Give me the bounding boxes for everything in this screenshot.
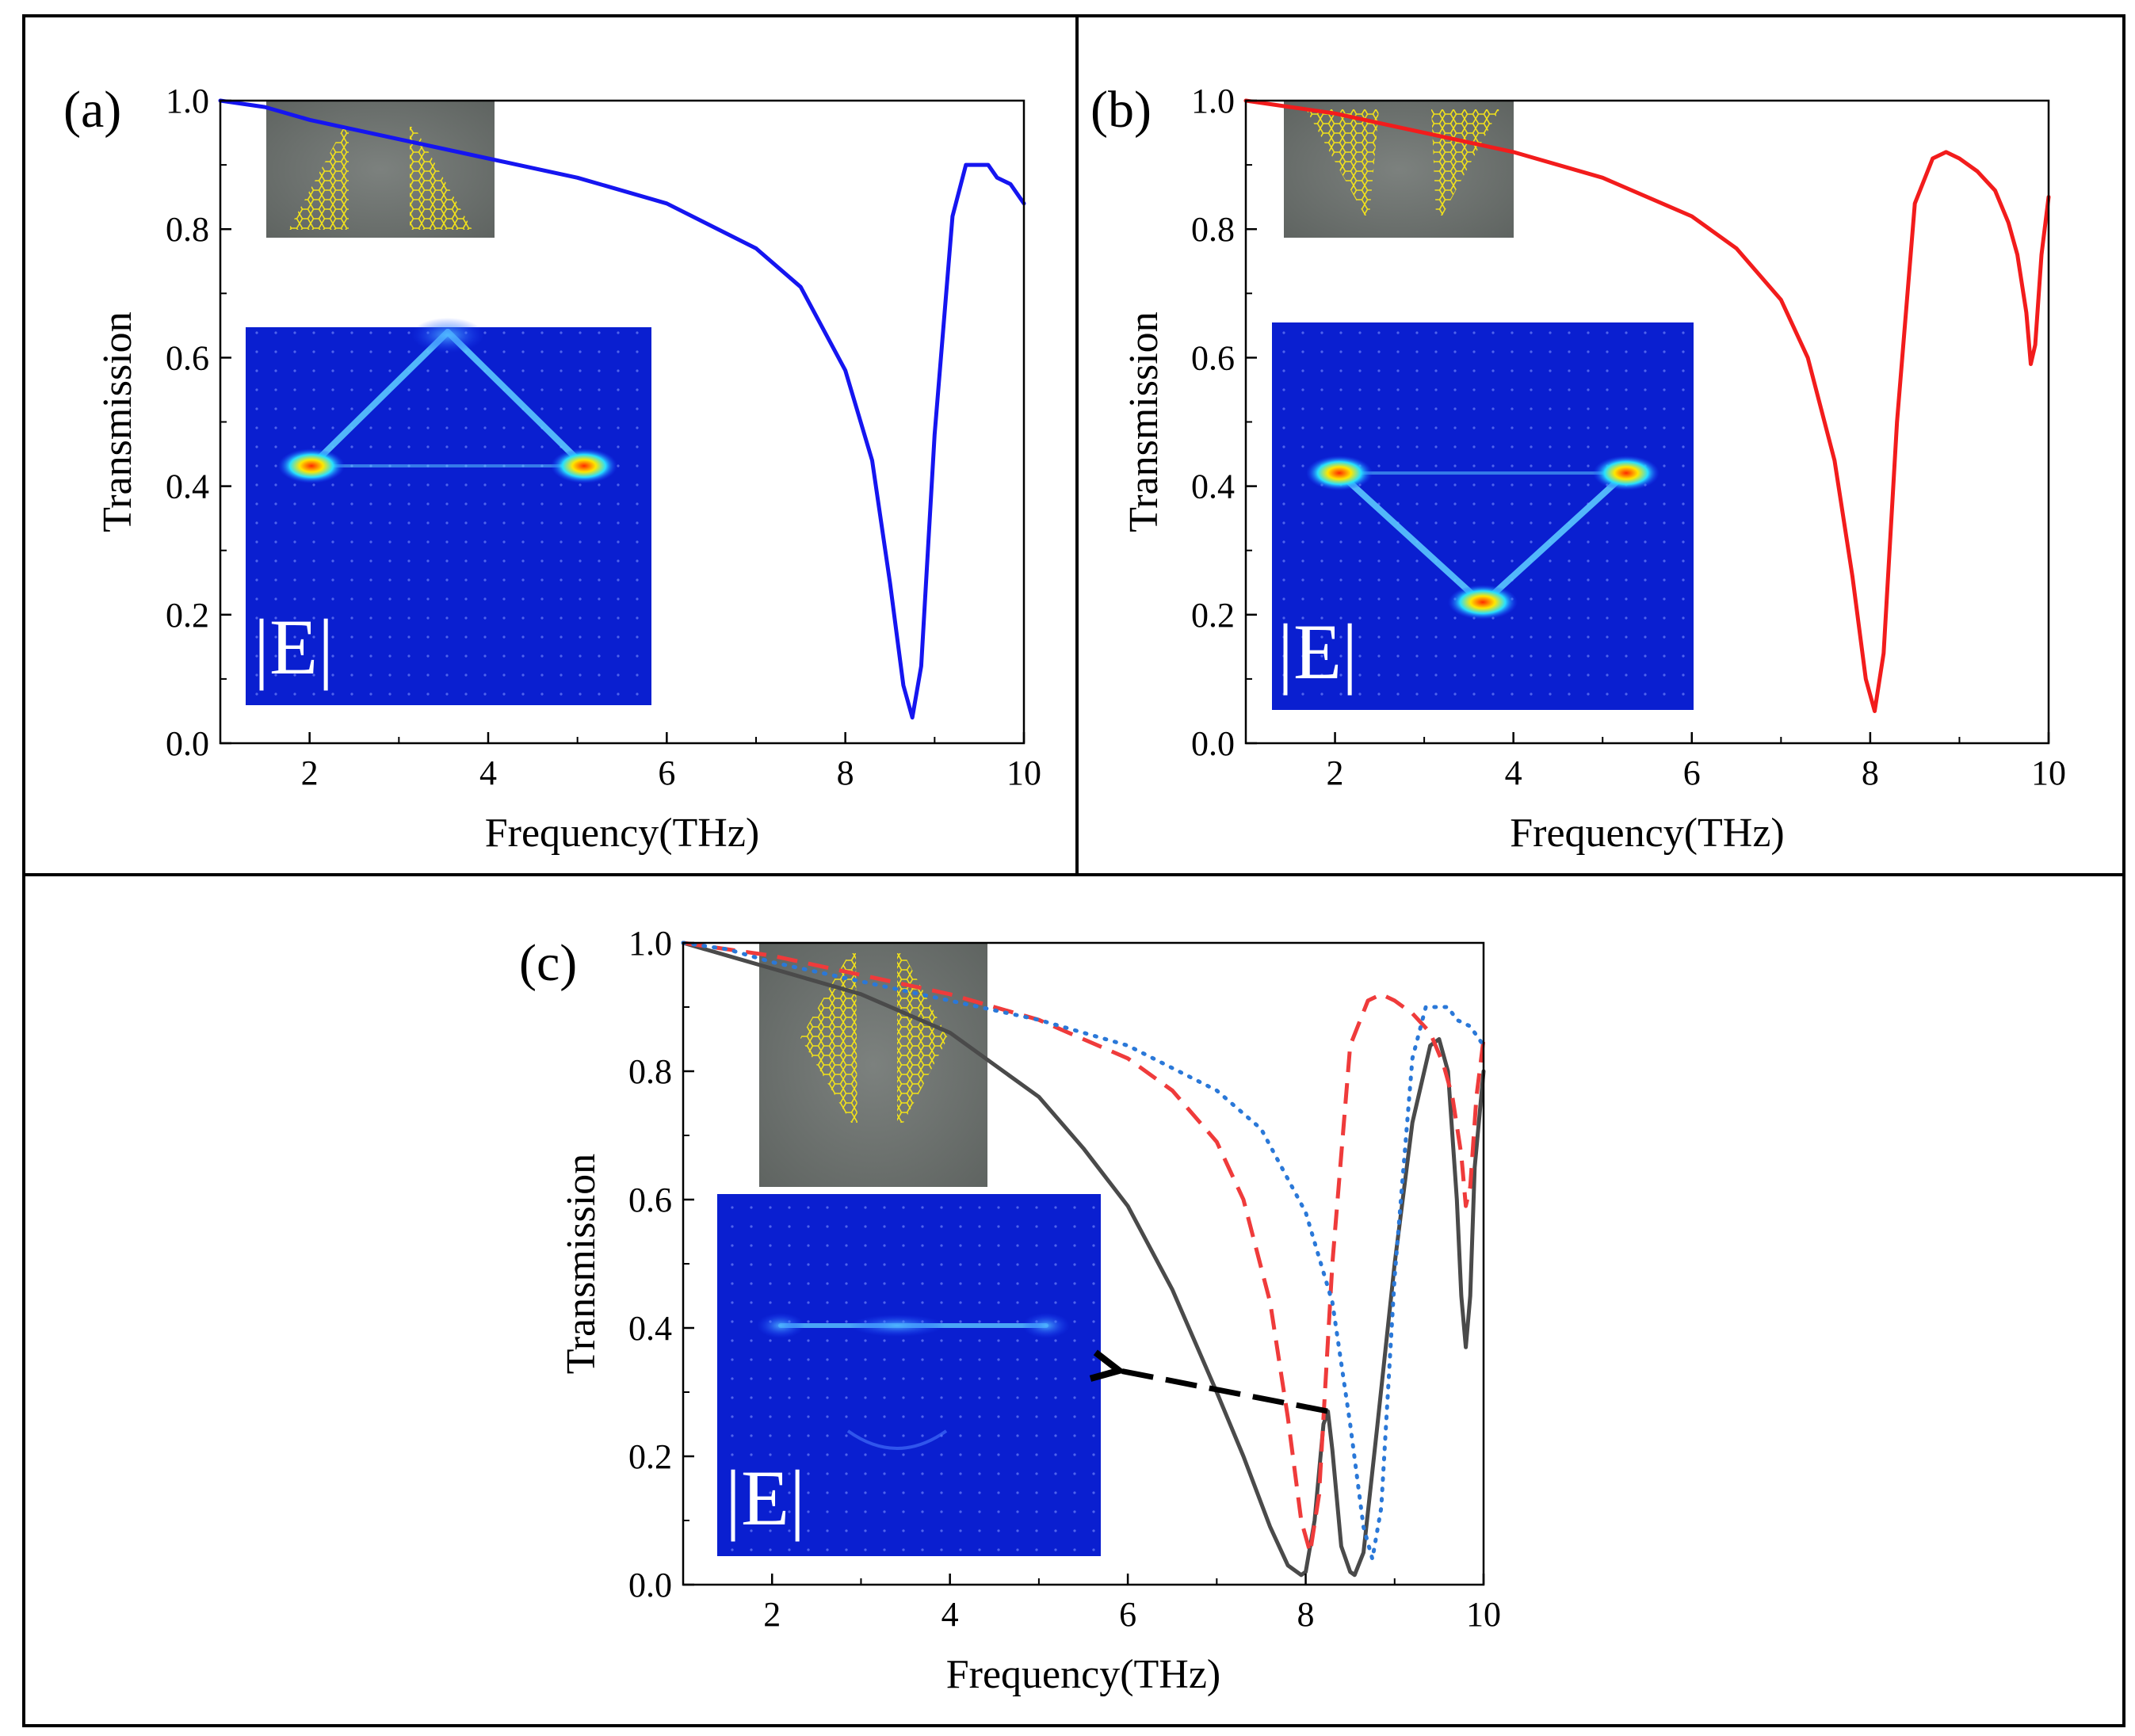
panel-a-x-tick-label: 8 [837,754,854,792]
panel-c-series-2-line [682,940,1486,1555]
panel-a-x-tick-label: 2 [301,754,319,792]
panel-c-y-tick-label: 0.0 [628,1566,672,1604]
panel-c-x-tick-label: 6 [1119,1595,1136,1634]
panel-a-x-tick-label: 4 [479,754,497,792]
panel-c-field-inset: |E| [717,1194,1101,1556]
panel-b-field-inset: |E| [1272,322,1694,710]
panel-c: (c) |E| 2 4 6 8 10 0.0 0.2 0.4 0.6 0.8 1.0 Frequenc… [519,924,1501,1697]
panel-b-y-tick-label: 1.0 [1191,82,1235,120]
panel-b-x-tick-label: 2 [1327,754,1344,792]
panel-a-y-tick-label: 1.0 [166,82,209,120]
panel-a-structure-inset [266,101,495,238]
panel-b-series-1-line [1243,98,2051,713]
panel-c-field-label: |E| [725,1454,805,1542]
panel-c-y-tick-label: 0.4 [628,1309,672,1348]
panel-c-x-tick-label: 8 [1297,1595,1315,1634]
panel-b-y-tick-label: 0.6 [1191,338,1235,377]
panel-b-y-axis-title: Transmission [1121,311,1167,532]
panel-b-x-axis-title: Frequency(THz) [1510,811,1785,856]
panel-a-plot: 2 4 6 8 10 0.0 0.2 0.4 0.6 0.8 1.0 Frequency(THz) Tr… [95,82,1041,856]
panel-b: (b) |E| 2 4 6 8 10 0.0 0.2 0.4 0.6 0.8 1.0 Frequenc… [1090,81,2066,856]
panel-b-y-tick-label: 0.4 [1191,467,1235,506]
panel-b-x-tick-label: 10 [2031,754,2066,792]
panel-c-y-tick-label: 0.6 [628,1181,672,1219]
panel-b-field-label: |E| [1278,608,1358,696]
panel-b-x-tick-label: 8 [1862,754,1879,792]
panel-b-y-tick-label: 0.2 [1191,596,1235,635]
panel-a-y-tick-label: 0.6 [166,338,209,377]
panel-c-x-axis-title: Frequency(THz) [946,1652,1221,1697]
panel-c-x-tick-label: 2 [763,1595,781,1634]
panel-label-c: (c) [519,934,577,992]
panel-c-series-3-line [681,940,1486,1562]
panel-c-x-tick-label: 4 [941,1595,959,1634]
panel-b-x-tick-label: 4 [1505,754,1522,792]
panel-c-arrow [1116,1370,1328,1414]
panel-a-x-axis-title: Frequency(THz) [485,811,760,856]
panel-a-y-tick-label: 0.4 [166,467,209,506]
panel-frames [22,14,2125,1727]
panel-label-a: (a) [63,81,121,139]
panel-b-y-tick-label: 0.0 [1191,724,1235,763]
panel-a-field-label: |E| [254,603,334,691]
panel-b-y-tick-label: 0.8 [1191,210,1235,249]
panel-c-y-tick-label: 0.2 [628,1437,672,1476]
panel-label-b: (b) [1090,81,1152,139]
panel-a-field-inset: |E| [246,318,651,705]
panel-a-y-tick-label: 0.8 [166,210,209,249]
panel-c-x-tick-label: 10 [1466,1595,1501,1634]
panel-b-x-tick-label: 6 [1683,754,1701,792]
panel-c-plot: 2 4 6 8 10 0.0 0.2 0.4 0.6 0.8 1.0 Frequency(THz) Tr… [559,924,1501,1697]
panel-b-plot: 2 4 6 8 10 0.0 0.2 0.4 0.6 0.8 1.0 Frequency(THz) Tr… [1121,82,2066,856]
panel-a-series-1-line [218,98,1026,720]
panel-b-structure-inset [1284,101,1514,238]
panel-c-series-1-line [681,940,1486,1578]
panel-c-y-tick-label: 0.8 [628,1052,672,1091]
panel-a-x-tick-label: 10 [1006,754,1041,792]
panel-a-x-tick-label: 6 [658,754,675,792]
panel-a-y-tick-label: 0.0 [166,724,209,763]
panel-c-y-tick-label: 1.0 [628,924,672,963]
panel-c-y-axis-title: Transmission [559,1154,604,1374]
panel-a: (a) |E| 2 4 6 8 10 0.0 0.2 0.4 0.6 0.8 1.0 Frequenc… [63,81,1041,856]
panel-a-y-tick-label: 0.2 [166,596,209,635]
panel-a-y-axis-title: Transmission [95,311,140,532]
